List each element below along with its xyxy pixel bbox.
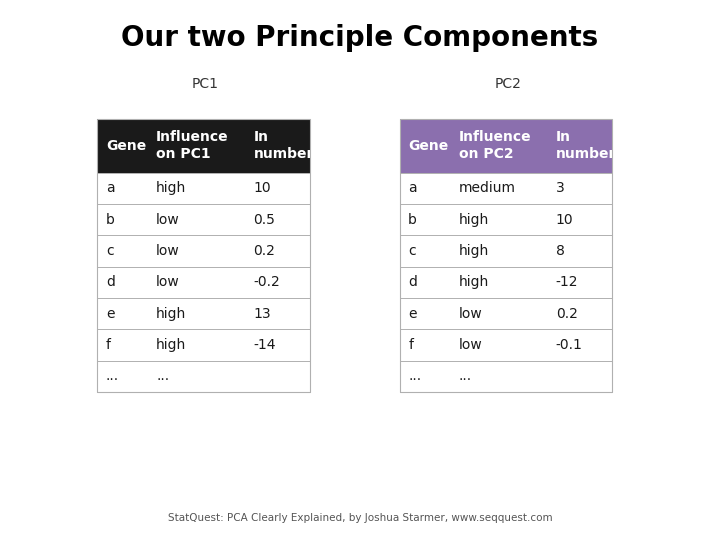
Text: c: c xyxy=(408,244,416,258)
Bar xyxy=(400,329,612,361)
Text: ...: ... xyxy=(106,369,119,383)
Text: ...: ... xyxy=(408,369,421,383)
Text: d: d xyxy=(106,275,114,289)
Text: Gene: Gene xyxy=(106,139,146,153)
Bar xyxy=(400,119,612,392)
Text: a: a xyxy=(106,181,114,195)
Text: a: a xyxy=(408,181,417,195)
Text: StatQuest: PCA Clearly Explained, by Joshua Starmer, www.seqquest.com: StatQuest: PCA Clearly Explained, by Jos… xyxy=(168,514,552,523)
Text: Our two Principle Components: Our two Principle Components xyxy=(122,24,598,52)
Text: PC2: PC2 xyxy=(494,77,521,91)
Bar xyxy=(400,119,612,173)
Text: d: d xyxy=(408,275,417,289)
Text: high: high xyxy=(459,275,489,289)
Text: 10: 10 xyxy=(253,181,271,195)
Text: e: e xyxy=(106,307,114,321)
Text: 8: 8 xyxy=(556,244,564,258)
Text: low: low xyxy=(156,275,180,289)
Text: 10: 10 xyxy=(556,213,573,227)
Text: low: low xyxy=(459,307,482,321)
Bar xyxy=(400,361,612,392)
Text: Influence
on PC2: Influence on PC2 xyxy=(459,130,531,161)
Text: e: e xyxy=(408,307,417,321)
Text: 0.2: 0.2 xyxy=(253,244,275,258)
Text: Influence
on PC1: Influence on PC1 xyxy=(156,130,229,161)
Text: low: low xyxy=(156,213,180,227)
Text: In
numbers: In numbers xyxy=(556,130,624,161)
Bar xyxy=(97,235,310,267)
Text: low: low xyxy=(459,338,482,352)
Text: 0.5: 0.5 xyxy=(253,213,275,227)
Bar xyxy=(97,204,310,235)
Bar xyxy=(97,267,310,298)
Text: -12: -12 xyxy=(556,275,578,289)
Bar xyxy=(97,119,310,392)
Bar xyxy=(400,267,612,298)
Text: PC1: PC1 xyxy=(192,77,219,91)
Text: b: b xyxy=(408,213,417,227)
Text: f: f xyxy=(106,338,111,352)
Text: high: high xyxy=(459,244,489,258)
Bar xyxy=(97,329,310,361)
Bar xyxy=(400,235,612,267)
Text: medium: medium xyxy=(459,181,516,195)
Text: -0.2: -0.2 xyxy=(253,275,280,289)
Bar xyxy=(400,204,612,235)
Text: 3: 3 xyxy=(556,181,564,195)
Bar xyxy=(97,298,310,329)
Bar xyxy=(97,361,310,392)
Text: 0.2: 0.2 xyxy=(556,307,577,321)
Text: high: high xyxy=(156,181,186,195)
Bar xyxy=(400,173,612,204)
Bar xyxy=(400,298,612,329)
Text: high: high xyxy=(156,307,186,321)
Text: -0.1: -0.1 xyxy=(556,338,582,352)
Text: c: c xyxy=(106,244,114,258)
Text: 13: 13 xyxy=(253,307,271,321)
Text: low: low xyxy=(156,244,180,258)
Text: In
numbers: In numbers xyxy=(253,130,322,161)
Bar xyxy=(97,119,310,173)
Text: b: b xyxy=(106,213,114,227)
Text: ...: ... xyxy=(459,369,472,383)
Text: ...: ... xyxy=(156,369,169,383)
Text: Gene: Gene xyxy=(408,139,449,153)
Bar xyxy=(97,173,310,204)
Text: f: f xyxy=(408,338,413,352)
Text: high: high xyxy=(156,338,186,352)
Text: -14: -14 xyxy=(253,338,276,352)
Text: high: high xyxy=(459,213,489,227)
